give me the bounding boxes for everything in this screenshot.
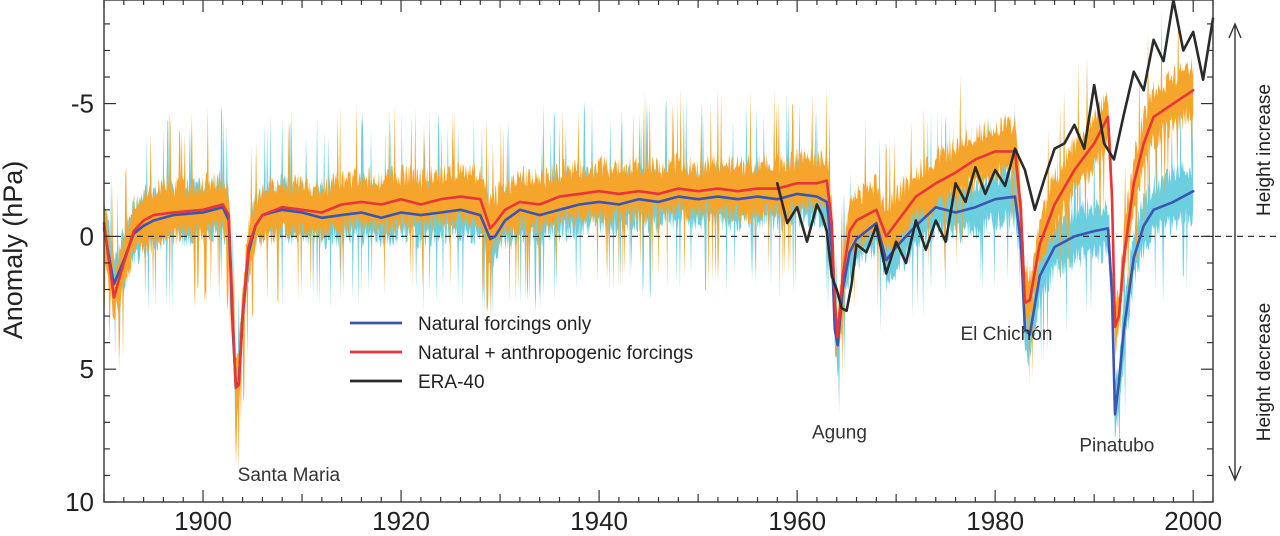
x-tick-label: 1980: [966, 506, 1024, 536]
annotation-santa-maria: Santa Maria: [238, 465, 341, 486]
y-axis: -5 0 5 10: [65, 23, 1213, 517]
x-tick-label: 1900: [174, 506, 232, 536]
y-axis-title: Anomaly (hPa): [0, 161, 28, 340]
spread-envelopes: [104, 6, 1194, 477]
legend-label-era-40: ERA-40: [418, 372, 485, 393]
height-increase-label: Height increase: [1254, 84, 1275, 216]
legend-label-natural-anthropogenic-forcings: Natural + anthropogenic forcings: [418, 343, 693, 364]
y-tick-label: -5: [71, 89, 94, 119]
arrow-down-icon: [1228, 465, 1242, 482]
x-tick-label: 2000: [1164, 506, 1222, 536]
y-tick-label: 5: [80, 354, 94, 384]
right-axis-annotation: Height increase Height decrease: [1228, 22, 1275, 482]
x-tick-label: 1940: [570, 506, 628, 536]
volcano-annotations: Santa Maria Agung El Chichón Pinatubo: [238, 324, 1155, 486]
series-lines: [102, 0, 1215, 416]
line-era-40: [776, 0, 1215, 313]
annotation-agung: Agung: [812, 422, 867, 443]
y-tick-label: 10: [65, 487, 94, 517]
envelope-natural-anthropogenic-forcings: [104, 6, 1194, 477]
annotation-el-chich-n: El Chichón: [961, 324, 1053, 345]
x-tick-label: 1960: [768, 506, 826, 536]
height-decrease-label: Height decrease: [1254, 303, 1275, 441]
legend-label-natural-forcings-only: Natural forcings only: [418, 314, 592, 335]
arrow-up-icon: [1228, 22, 1242, 39]
line-natural-anthropogenic-forcings: [102, 89, 1195, 390]
y-tick-label: 0: [80, 221, 94, 251]
annotation-pinatubo: Pinatubo: [1079, 436, 1154, 457]
legend: Natural forcings only Natural + anthropog…: [350, 314, 693, 393]
x-tick-label: 1920: [372, 506, 430, 536]
x-axis: 1900 1920 1940 1960 1980 2000: [103, 0, 1222, 536]
